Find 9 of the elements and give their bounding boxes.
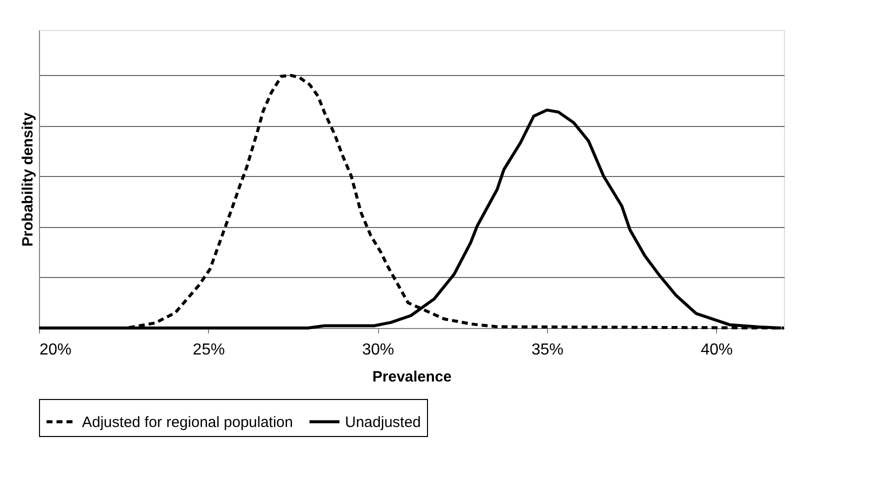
x-tick-label: 30%	[362, 342, 394, 358]
legend-label: Unadjusted	[345, 414, 421, 431]
x-tick-label: 20%	[40, 342, 72, 358]
legend-label: Adjusted for regional population	[82, 414, 293, 431]
x-axis-title: Prevalence	[372, 368, 452, 386]
x-tick-label: 40%	[700, 342, 733, 358]
y-axis-title: Probability density	[20, 112, 36, 247]
x-tick-label: 25%	[192, 342, 225, 358]
x-tick-label: 35%	[531, 342, 564, 358]
